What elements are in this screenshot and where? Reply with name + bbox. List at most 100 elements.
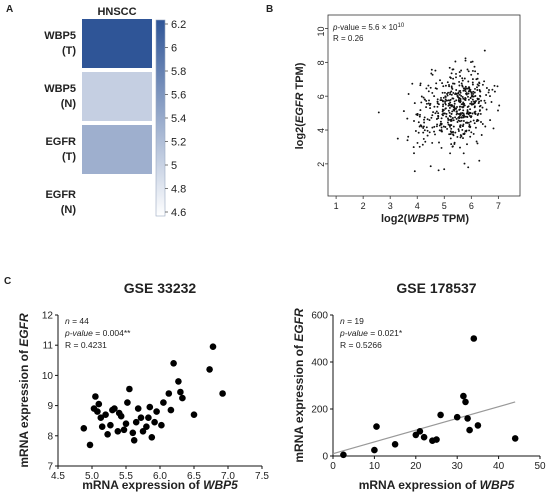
data-point (454, 60, 457, 63)
data-point (471, 112, 474, 115)
data-point (469, 96, 472, 99)
data-point (442, 125, 445, 128)
data-point (481, 83, 484, 86)
data-point (498, 104, 501, 107)
data-point (470, 131, 473, 134)
data-point (436, 105, 439, 108)
heatmap-panel: HNSCC WBP5 (T) WBP5 (N) EGFR (T) EGFR (N) 6.2 6 5.8… (44, 6, 186, 219)
data-point (477, 84, 480, 87)
data-point (420, 124, 422, 127)
data-point (450, 93, 453, 96)
data-point (460, 82, 463, 85)
data-point (426, 118, 429, 121)
x-tick-label: 7 (496, 201, 501, 211)
data-point (467, 105, 470, 108)
data-point (438, 124, 441, 127)
data-point (473, 91, 476, 94)
data-point (435, 82, 438, 85)
data-point (460, 116, 463, 119)
data-point (134, 405, 142, 412)
data-point (474, 87, 476, 90)
data-point (472, 90, 475, 93)
data-point (433, 436, 440, 443)
data-point (473, 105, 476, 108)
data-point (427, 90, 430, 93)
data-point (165, 390, 173, 397)
data-point (425, 102, 428, 105)
data-point (471, 83, 474, 86)
data-point (444, 98, 447, 101)
data-point (454, 93, 457, 96)
data-point (436, 123, 439, 126)
data-point (476, 114, 479, 116)
colorbar (155, 19, 166, 217)
plot-title: GSE 33232 (124, 280, 197, 296)
data-point (449, 76, 452, 79)
data-point (455, 89, 458, 91)
data-point (462, 97, 465, 100)
annotation-n: n = 44 (65, 316, 89, 326)
plot-title: GSE 178537 (396, 280, 476, 296)
data-point (427, 102, 430, 105)
data-point (464, 415, 471, 422)
x-tick-label: 6.5 (187, 471, 201, 482)
data-point (452, 125, 455, 128)
data-point (480, 134, 483, 136)
data-point (129, 429, 137, 437)
data-point (442, 103, 445, 106)
data-point (447, 117, 449, 120)
data-point (439, 120, 442, 123)
data-point (451, 117, 454, 119)
data-point (449, 137, 452, 140)
data-point (425, 99, 428, 102)
data-point (437, 411, 444, 419)
data-point (473, 65, 476, 68)
data-point (483, 49, 486, 52)
data-point (450, 127, 453, 130)
data-point (463, 162, 466, 165)
y-tick-label: 10 (42, 371, 54, 382)
data-point (472, 132, 475, 135)
heatmap-row-label: EGFR (45, 189, 76, 201)
data-point (413, 102, 416, 105)
data-point (477, 102, 480, 105)
data-point (480, 99, 483, 102)
data-point (117, 412, 125, 420)
data-point (455, 110, 458, 113)
data-point (447, 102, 450, 105)
y-tick-label: 8 (47, 431, 53, 442)
data-point (435, 118, 438, 120)
data-point (92, 393, 99, 400)
data-point (466, 68, 469, 71)
data-point (458, 108, 461, 111)
data-point (111, 405, 118, 412)
data-point (95, 400, 103, 408)
colorbar-tick-label: 6.2 (171, 19, 186, 31)
data-point (452, 91, 455, 94)
data-point (190, 411, 198, 419)
data-point (442, 100, 444, 103)
data-point (481, 106, 484, 109)
data-point (459, 124, 462, 127)
data-point (462, 133, 465, 135)
data-point (448, 111, 451, 114)
y-tick-label: 9 (47, 401, 53, 412)
data-point (427, 84, 430, 87)
data-point (451, 110, 454, 113)
data-point (98, 423, 106, 431)
data-point (470, 91, 473, 94)
data-point (371, 446, 378, 454)
data-point (467, 112, 470, 115)
data-point (463, 89, 466, 92)
data-point (422, 127, 425, 129)
data-point (469, 120, 472, 123)
data-point (464, 85, 467, 88)
data-point (431, 126, 434, 129)
data-point (448, 83, 450, 86)
x-tick-label: 7.0 (221, 471, 235, 482)
data-point (441, 108, 444, 111)
data-point (448, 115, 451, 117)
data-point (431, 114, 434, 117)
data-point (179, 394, 186, 402)
data-point (412, 146, 415, 149)
